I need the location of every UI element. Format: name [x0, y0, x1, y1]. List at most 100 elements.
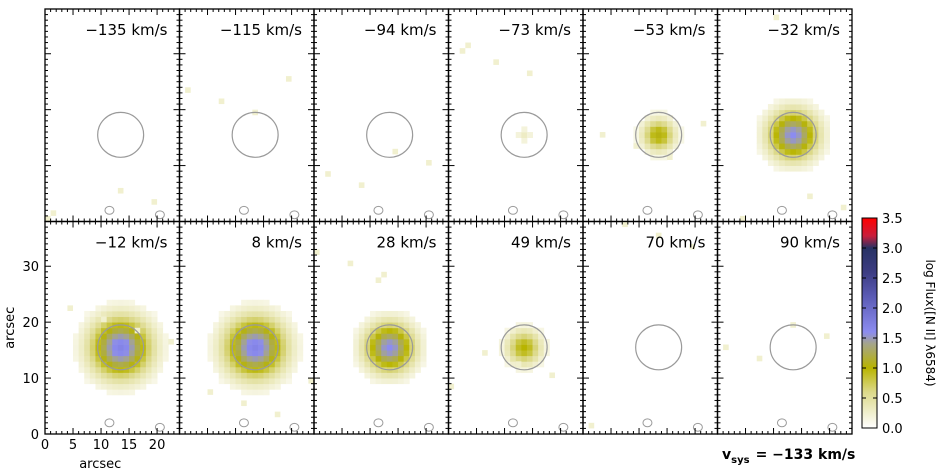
emission-pixel — [89, 322, 96, 329]
emission-pixel — [655, 115, 662, 122]
emission-pixel — [129, 350, 136, 357]
emission-map — [599, 109, 707, 220]
emission-pixel — [140, 366, 147, 373]
emission-pixel — [510, 338, 517, 345]
emission-pixel — [252, 378, 259, 385]
noise-pixel — [274, 411, 281, 418]
emission-pixel — [409, 372, 416, 379]
emission-pixel — [818, 143, 825, 150]
panel-frame — [44, 8, 181, 223]
emission-pixel — [117, 344, 124, 351]
emission-pixel — [756, 143, 763, 150]
emission-pixel — [241, 310, 248, 317]
emission-pixel — [129, 322, 136, 329]
emission-pixel — [375, 327, 382, 334]
channel-panel: 28 km/s — [313, 220, 450, 435]
emission-pixel — [129, 327, 136, 334]
emission-pixel — [639, 126, 646, 133]
noise-pixel — [655, 232, 662, 239]
emission-pixel — [229, 366, 236, 373]
emission-pixel — [773, 109, 780, 116]
emission-pixel — [779, 165, 786, 172]
emission-pixel — [398, 378, 405, 385]
emission-pixel — [420, 355, 427, 362]
emission-pixel — [818, 126, 825, 133]
emission-pixel — [795, 137, 802, 144]
minor-contour — [423, 422, 434, 432]
emission-pixel — [773, 165, 780, 172]
emission-pixel — [767, 109, 774, 116]
emission-pixel — [807, 126, 814, 133]
emission-pixel — [358, 355, 365, 362]
emission-pixel — [129, 366, 136, 373]
emission-pixel — [269, 344, 276, 351]
emission-pixel — [381, 333, 388, 340]
emission-pixel — [795, 115, 802, 122]
emission-pixel — [795, 143, 802, 150]
emission-pixel — [235, 344, 242, 351]
emission-pixel — [117, 378, 124, 385]
emission-pixel — [140, 327, 147, 334]
emission-pixel — [263, 389, 270, 396]
emission-pixel — [252, 344, 259, 351]
emission-pixel — [779, 115, 786, 122]
emission-pixel — [370, 338, 377, 345]
emission-pixel — [767, 154, 774, 161]
emission-pixel — [280, 372, 287, 379]
emission-pixel — [285, 327, 292, 334]
emission-pixel — [246, 350, 253, 357]
emission-pixel — [515, 344, 522, 351]
emission-pixel — [285, 338, 292, 345]
emission-pixel — [392, 333, 399, 340]
emission-pixel — [420, 333, 427, 340]
noise-pixel — [526, 70, 533, 77]
emission-pixel — [504, 327, 511, 334]
emission-pixel — [117, 350, 124, 357]
emission-pixel — [257, 389, 264, 396]
emission-pixel — [364, 344, 371, 351]
emission-pixel — [767, 148, 774, 155]
emission-pixel — [756, 137, 763, 144]
emission-pixel — [112, 350, 119, 357]
emission-pixel — [140, 378, 147, 385]
emission-pixel — [767, 104, 774, 111]
emission-pixel — [807, 120, 814, 127]
emission-pixel — [241, 316, 248, 323]
emission-pixel — [78, 350, 85, 357]
emission-pixel — [95, 327, 102, 334]
emission-pixel — [134, 338, 141, 345]
y-tick-label: 0 — [31, 428, 39, 443]
emission-pixel — [134, 322, 141, 329]
emission-pixel — [650, 148, 657, 155]
emission-pixel — [117, 389, 124, 396]
emission-pixel — [78, 327, 85, 334]
emission-pixel — [521, 338, 528, 345]
emission-pixel — [767, 115, 774, 122]
emission-pixel — [157, 344, 164, 351]
emission-pixel — [106, 310, 113, 317]
emission-pixel — [370, 333, 377, 340]
emission-pixel — [398, 338, 405, 345]
emission-pixel — [353, 333, 360, 340]
emission-pixel — [123, 344, 130, 351]
emission-pixel — [218, 366, 225, 373]
emission-pixel — [157, 350, 164, 357]
emission-pixel — [269, 322, 276, 329]
noise-pixel — [448, 383, 455, 390]
emission-pixel — [790, 126, 797, 133]
panel-frame — [447, 8, 584, 223]
noise-pixel — [168, 338, 174, 345]
emission-pixel — [145, 310, 152, 317]
emission-pixel — [358, 327, 365, 334]
emission-pixel — [291, 355, 298, 362]
emission-pixel — [381, 344, 388, 351]
emission-pixel — [818, 109, 825, 116]
emission-pixel — [213, 322, 220, 329]
emission-pixel — [95, 378, 102, 385]
emission-pixel — [89, 344, 96, 351]
continuum-contour — [769, 324, 817, 371]
emission-pixel — [129, 344, 136, 351]
emission-pixel — [263, 327, 270, 334]
channel-panel: −135 km/s — [44, 8, 181, 223]
emission-pixel — [241, 299, 248, 306]
